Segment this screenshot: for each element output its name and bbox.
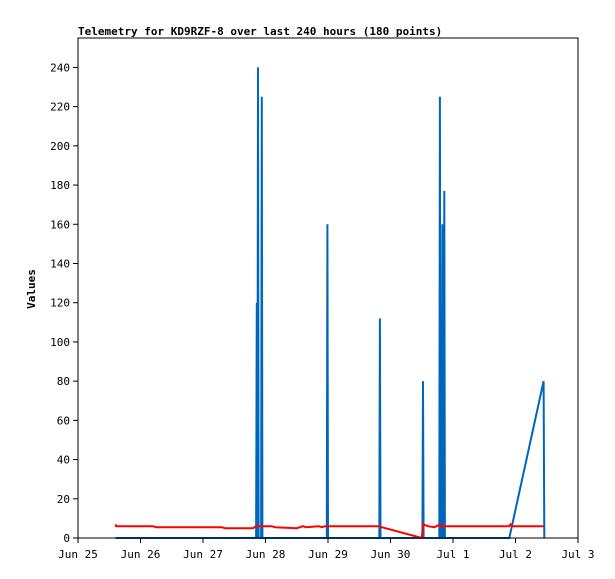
series-line-2: [114, 522, 544, 540]
x-tick-label: Jun 29: [308, 548, 348, 561]
x-tick-label: Jun 25: [58, 548, 98, 561]
y-tick-label: 40: [57, 454, 70, 467]
x-tick-label: Jun 28: [246, 548, 286, 561]
y-tick-label: 120: [50, 297, 70, 310]
y-tick-label: 20: [57, 493, 70, 506]
chart-title: Telemetry for KD9RZF-8 over last 240 hou…: [78, 25, 442, 38]
x-tick-label: Jul 1: [436, 548, 469, 561]
y-tick-label: 180: [50, 179, 70, 192]
x-tick-label: Jul 3: [561, 548, 594, 561]
y-tick-label: 100: [50, 336, 70, 349]
y-tick-label: 160: [50, 218, 70, 231]
axis-layer: 0 20 40 60 80 100 120 140 160 180 200 220 240 Jun 25 J…: [50, 61, 594, 561]
x-tick-label: Jun 27: [183, 548, 223, 561]
y-tick-label: 60: [57, 414, 70, 427]
y-axis-label: Values: [25, 269, 38, 309]
x-tick-label: Jun 30: [371, 548, 411, 561]
y-tick-label: 140: [50, 257, 70, 270]
y-tick-label: 0: [63, 532, 70, 545]
y-tick-label: 80: [57, 375, 70, 388]
x-tick-label: Jul 2: [499, 548, 532, 561]
y-tick-label: 220: [50, 101, 70, 114]
x-tick-label: Jun 26: [121, 548, 161, 561]
y-tick-label: 240: [50, 61, 70, 74]
y-tick-label: 200: [50, 140, 70, 153]
